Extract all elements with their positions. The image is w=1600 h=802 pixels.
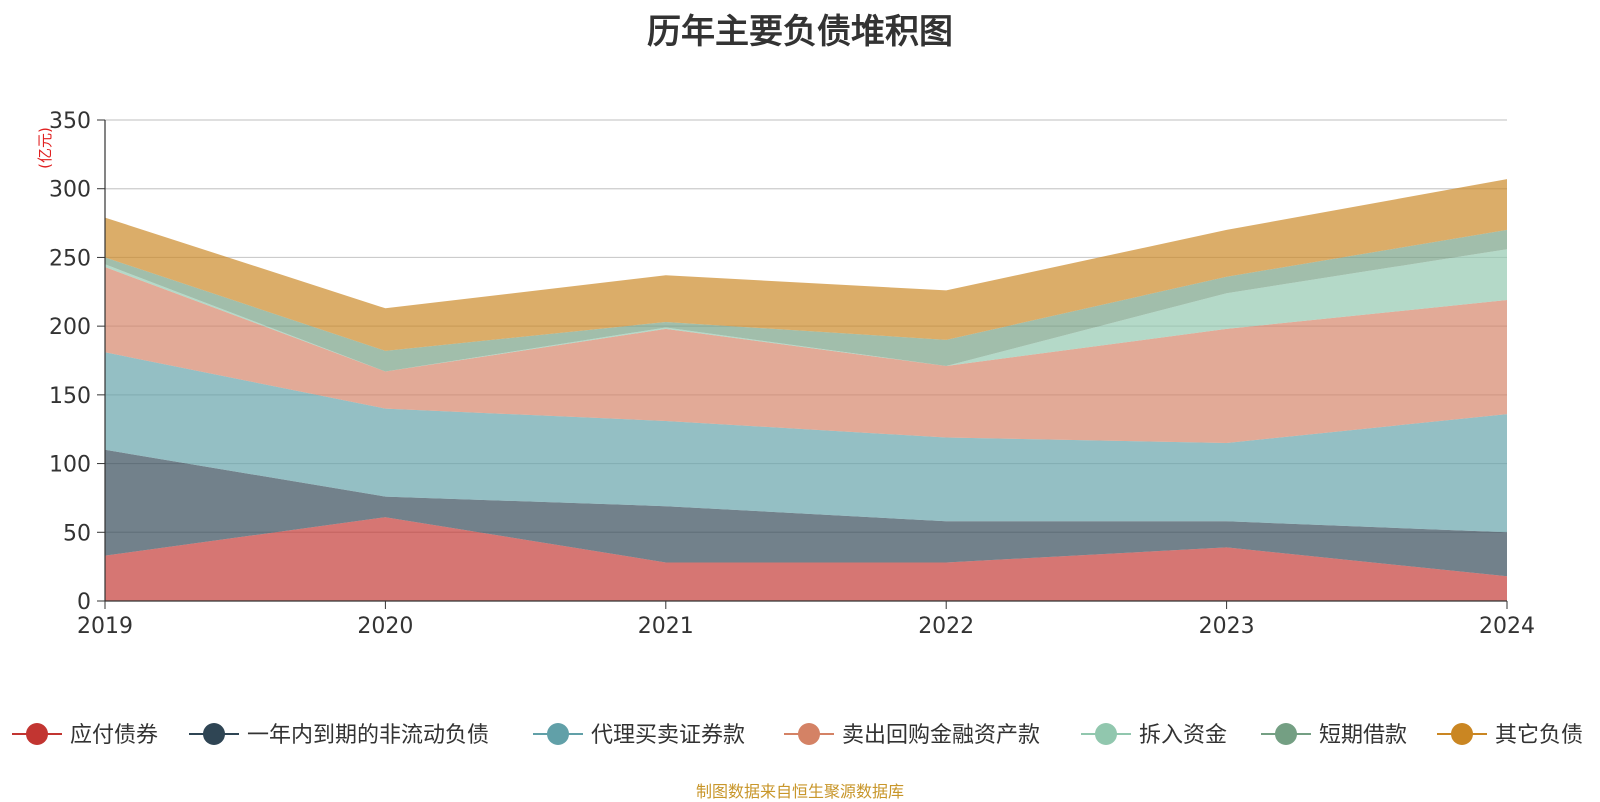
legend-marker — [1451, 723, 1473, 745]
x-tick-label: 2024 — [1479, 614, 1535, 639]
area-series-1 — [105, 449, 1507, 577]
area-series-0 — [105, 517, 1507, 601]
legend-label: 代理买卖证券款 — [591, 723, 745, 748]
y-tick-label: 50 — [63, 521, 91, 546]
area-series-4 — [105, 249, 1507, 372]
legend-item-0[interactable]: 应付债券 — [12, 723, 158, 748]
legend-marker — [798, 723, 820, 745]
series-areas — [105, 179, 1507, 601]
area-series-2 — [105, 352, 1507, 533]
area-series-5 — [105, 229, 1507, 372]
chart-title: 历年主要负债堆积图 — [647, 12, 953, 52]
y-tick-label: 300 — [49, 178, 91, 203]
legend-label: 短期借款 — [1319, 723, 1407, 748]
x-tick-label: 2022 — [918, 614, 974, 639]
legend-marker — [547, 723, 569, 745]
legend-marker — [1095, 723, 1117, 745]
legend-item-1[interactable]: 一年内到期的非流动负债 — [189, 723, 489, 748]
legend-marker — [203, 723, 225, 745]
legend-marker — [1275, 723, 1297, 745]
legend-label: 一年内到期的非流动负债 — [247, 723, 489, 748]
legend-item-3[interactable]: 卖出回购金融资产款 — [784, 723, 1040, 748]
legend-label: 卖出回购金融资产款 — [842, 723, 1040, 748]
x-tick-label: 2023 — [1199, 614, 1255, 639]
legend-item-5[interactable]: 短期借款 — [1261, 723, 1407, 748]
y-tick-label: 0 — [77, 590, 91, 615]
legend: 应付债券 一年内到期的非流动负债 代理买卖证券款 卖出回购金融资产款 拆入资金 短期借款 其… — [12, 723, 1583, 748]
area-series-6 — [105, 179, 1507, 351]
y-tick-label: 100 — [49, 453, 91, 478]
area-series-3 — [105, 267, 1507, 443]
legend-item-4[interactable]: 拆入资金 — [1081, 723, 1227, 748]
y-tick-label: 250 — [49, 246, 91, 271]
x-tick-label: 2020 — [357, 614, 413, 639]
axes: 0 50 100 150 200 250 300 350 2019 2020 2021 2022 202… — [49, 109, 1535, 639]
legend-item-2[interactable]: 代理买卖证券款 — [533, 723, 745, 748]
source-note: 制图数据来自恒生聚源数据库 — [695, 782, 904, 801]
x-tick-label: 2019 — [77, 614, 133, 639]
legend-label: 应付债券 — [70, 723, 158, 748]
y-axis-unit-label: (亿元) — [36, 127, 54, 169]
legend-marker — [26, 723, 48, 745]
y-tick-label: 350 — [49, 109, 91, 134]
legend-label: 拆入资金 — [1139, 723, 1227, 748]
y-tick-label: 200 — [49, 315, 91, 340]
legend-item-6[interactable]: 其它负债 — [1437, 723, 1583, 748]
y-tick-label: 150 — [49, 384, 91, 409]
x-tick-label: 2021 — [638, 614, 694, 639]
legend-label: 其它负债 — [1495, 723, 1583, 748]
